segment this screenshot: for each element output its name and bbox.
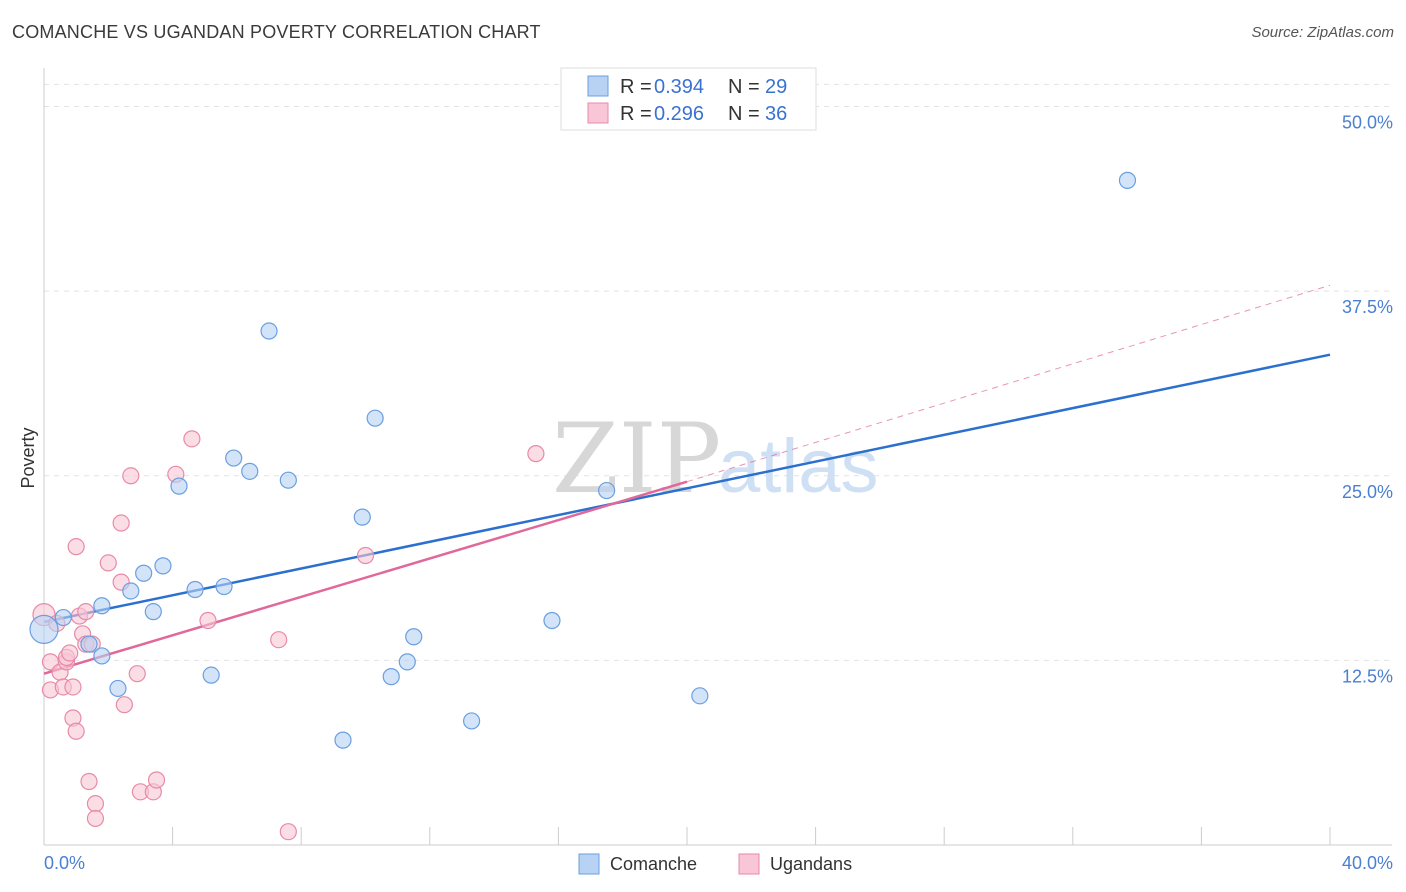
svg-text:N =: N = bbox=[728, 103, 760, 125]
legend-swatch-comanche bbox=[587, 75, 609, 97]
point-ugandans bbox=[99, 554, 117, 572]
point-comanche bbox=[135, 564, 153, 582]
point-comanche bbox=[1118, 171, 1137, 189]
y-tick-label: 12.5% bbox=[1342, 666, 1393, 686]
point-comanche bbox=[154, 557, 172, 575]
point-ugandans bbox=[86, 795, 105, 813]
point-ugandans bbox=[270, 631, 288, 649]
point-ugandans bbox=[527, 445, 545, 463]
tick-labels: 12.5% 25.0% 37.5% 50.0% 0.0% 40.0% bbox=[44, 113, 1393, 873]
point-comanche bbox=[202, 666, 220, 684]
point-comanche bbox=[279, 471, 297, 489]
y-tick-label: 37.5% bbox=[1342, 297, 1393, 317]
point-ugandans bbox=[77, 603, 95, 621]
legend-r-ugandans: 0.296 bbox=[654, 103, 704, 125]
svg-text:R =: R = bbox=[620, 76, 652, 98]
point-comanche bbox=[382, 668, 400, 686]
point-comanche bbox=[109, 679, 127, 698]
chart-title: COMANCHE VS UGANDAN POVERTY CORRELATION … bbox=[12, 22, 541, 42]
point-ugandans bbox=[61, 644, 79, 662]
stats-legend: R = 0.394 N = 29 R = 0.296 N = 36 bbox=[560, 67, 817, 131]
point-comanche bbox=[462, 712, 481, 730]
legend-n-ugandans: 36 bbox=[765, 103, 787, 125]
point-ugandans bbox=[67, 722, 85, 740]
point-ugandans bbox=[128, 665, 146, 683]
point-comanche bbox=[691, 687, 709, 705]
point-comanche bbox=[93, 597, 111, 615]
point-comanche bbox=[260, 322, 278, 340]
point-ugandans bbox=[115, 696, 133, 714]
trend-line-comanche bbox=[43, 353, 1331, 624]
y-tick-label: 25.0% bbox=[1342, 482, 1393, 502]
source-label: Source: ZipAtlas.com bbox=[1251, 24, 1394, 41]
point-comanche bbox=[241, 462, 259, 480]
bottom-swatch-comanche bbox=[578, 853, 600, 875]
point-ugandans bbox=[122, 467, 140, 485]
point-comanche bbox=[122, 582, 140, 600]
point-comanche bbox=[93, 647, 111, 665]
point-comanche bbox=[366, 409, 384, 427]
bottom-legend-ugandans: Ugandans bbox=[770, 854, 852, 874]
point-ugandans bbox=[356, 546, 375, 565]
trend-lines bbox=[43, 284, 1331, 675]
bottom-swatch-ugandans bbox=[738, 853, 760, 875]
point-comanche bbox=[215, 577, 233, 596]
svg-text:N =: N = bbox=[728, 76, 760, 98]
axes bbox=[43, 68, 1392, 846]
point-comanche bbox=[144, 603, 162, 621]
svg-text:R =: R = bbox=[620, 103, 652, 125]
y-axis-label: Poverty bbox=[18, 427, 38, 488]
point-comanche bbox=[405, 628, 423, 646]
legend-r-comanche: 0.394 bbox=[654, 76, 704, 98]
point-ugandans bbox=[199, 611, 217, 630]
x-tick-label: 0.0% bbox=[44, 853, 85, 873]
gridlines bbox=[44, 83, 1392, 661]
watermark-atlas: atlas bbox=[718, 424, 879, 509]
point-ugandans bbox=[112, 514, 130, 532]
x-tick-label: 40.0% bbox=[1342, 853, 1393, 873]
data-points bbox=[29, 171, 1137, 841]
point-comanche bbox=[80, 635, 98, 653]
point-ugandans bbox=[183, 430, 201, 448]
point-ugandans bbox=[64, 678, 82, 696]
point-ugandans bbox=[67, 538, 85, 556]
trend-line-ugandans bbox=[43, 480, 688, 675]
legend-swatch-ugandans bbox=[587, 102, 609, 124]
series-legend: Comanche Ugandans bbox=[578, 853, 852, 875]
point-comanche bbox=[334, 731, 352, 749]
point-comanche bbox=[353, 508, 371, 526]
point-comanche bbox=[398, 653, 416, 671]
point-ugandans bbox=[86, 809, 105, 828]
point-comanche bbox=[225, 449, 243, 467]
point-comanche bbox=[54, 608, 72, 627]
point-comanche bbox=[186, 580, 204, 599]
point-ugandans bbox=[279, 823, 297, 841]
y-tick-label: 50.0% bbox=[1342, 113, 1393, 133]
point-comanche bbox=[598, 481, 616, 500]
point-comanche bbox=[543, 611, 561, 630]
point-ugandans bbox=[147, 771, 166, 789]
trend-extension-ugandans bbox=[686, 284, 1331, 483]
point-comanche bbox=[170, 477, 188, 495]
point-comanche bbox=[29, 614, 59, 644]
legend-n-comanche: 29 bbox=[765, 76, 787, 98]
bottom-legend-comanche: Comanche bbox=[610, 854, 697, 874]
point-ugandans bbox=[80, 772, 98, 791]
